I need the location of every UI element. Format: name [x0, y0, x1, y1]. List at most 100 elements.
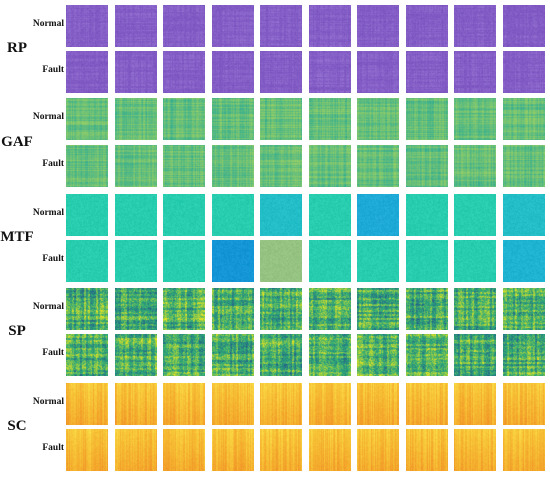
mtf-normal-image	[66, 194, 108, 236]
heatmap-texture	[115, 51, 157, 93]
rp-fault-image	[309, 51, 351, 93]
row-label-normal: Normal	[32, 302, 64, 312]
row-label-fault: Fault	[42, 65, 64, 75]
sp-normal-image	[212, 288, 254, 330]
gaf-normal-image	[163, 98, 205, 140]
heatmap-texture	[212, 5, 254, 47]
heatmap-texture	[163, 240, 205, 282]
heatmap-texture	[66, 194, 108, 236]
heatmap-texture	[454, 98, 496, 140]
heatmap-texture	[163, 194, 205, 236]
sc-normal-image	[454, 383, 496, 425]
heatmap-texture	[503, 334, 545, 376]
sc-fault-image	[212, 429, 254, 471]
mtf-fault-image	[503, 240, 545, 282]
mtf-normal-image	[212, 194, 254, 236]
heatmap-texture	[309, 51, 351, 93]
heatmap-texture	[503, 98, 545, 140]
heatmap-texture	[357, 288, 399, 330]
heatmap-texture	[260, 98, 302, 140]
heatmap-texture	[260, 334, 302, 376]
heatmap-texture	[115, 145, 157, 187]
sp-normal-image	[357, 288, 399, 330]
sp-normal-image	[163, 288, 205, 330]
mtf-normal-image	[260, 194, 302, 236]
rp-normal-image	[163, 5, 205, 47]
sc-fault-image	[115, 429, 157, 471]
heatmap-texture	[260, 429, 302, 471]
heatmap-texture	[309, 383, 351, 425]
heatmap-texture	[406, 429, 448, 471]
heatmap-texture	[309, 288, 351, 330]
sp-normal-image	[454, 288, 496, 330]
rp-normal-image	[357, 5, 399, 47]
heatmap-texture	[212, 429, 254, 471]
heatmap-texture	[406, 240, 448, 282]
rp-normal-image	[115, 5, 157, 47]
heatmap-texture	[454, 383, 496, 425]
sp-normal-image	[309, 288, 351, 330]
heatmap-texture	[503, 194, 545, 236]
heatmap-texture	[163, 288, 205, 330]
mtf-fault-image	[115, 240, 157, 282]
mtf-normal-image	[357, 194, 399, 236]
group-label-sp: SP	[8, 323, 26, 339]
sp-normal-image	[503, 288, 545, 330]
heatmap-texture	[309, 240, 351, 282]
gaf-normal-image	[66, 98, 108, 140]
heatmap-texture	[212, 98, 254, 140]
sc-normal-image	[66, 383, 108, 425]
rp-fault-image	[406, 51, 448, 93]
sp-fault-image	[309, 334, 351, 376]
mtf-fault-image	[163, 240, 205, 282]
heatmap-texture	[212, 145, 254, 187]
row-label-fault: Fault	[42, 254, 64, 264]
gaf-fault-image	[115, 145, 157, 187]
sc-normal-image	[212, 383, 254, 425]
heatmap-texture	[503, 5, 545, 47]
sp-fault-image	[454, 334, 496, 376]
sp-normal-image	[66, 288, 108, 330]
heatmap-texture	[66, 145, 108, 187]
sp-fault-image	[115, 334, 157, 376]
rp-normal-image	[66, 5, 108, 47]
rp-normal-image	[406, 5, 448, 47]
heatmap-texture	[309, 334, 351, 376]
heatmap-texture	[454, 334, 496, 376]
mtf-normal-image	[406, 194, 448, 236]
heatmap-texture	[115, 98, 157, 140]
heatmap-texture	[115, 288, 157, 330]
rp-normal-image	[309, 5, 351, 47]
mtf-normal-image	[503, 194, 545, 236]
mtf-fault-image	[309, 240, 351, 282]
heatmap-texture	[503, 429, 545, 471]
heatmap-texture	[357, 145, 399, 187]
gaf-fault-image	[309, 145, 351, 187]
heatmap-texture	[454, 429, 496, 471]
heatmap-texture	[260, 288, 302, 330]
rp-fault-image	[212, 51, 254, 93]
mtf-fault-image	[260, 240, 302, 282]
sp-normal-image	[115, 288, 157, 330]
heatmap-texture	[309, 429, 351, 471]
rp-fault-image	[66, 51, 108, 93]
sc-normal-image	[406, 383, 448, 425]
rp-fault-image	[260, 51, 302, 93]
rp-fault-image	[115, 51, 157, 93]
rp-fault-image	[503, 51, 545, 93]
group-label-sc: SC	[7, 418, 27, 434]
heatmap-texture	[406, 98, 448, 140]
heatmap-texture	[115, 334, 157, 376]
sc-normal-image	[309, 383, 351, 425]
sc-normal-image	[115, 383, 157, 425]
gaf-fault-image	[406, 145, 448, 187]
row-label-fault: Fault	[42, 348, 64, 358]
heatmap-texture	[115, 429, 157, 471]
mtf-fault-image	[357, 240, 399, 282]
heatmap-texture	[66, 334, 108, 376]
mtf-fault-image	[454, 240, 496, 282]
row-label-normal: Normal	[32, 208, 64, 218]
heatmap-texture	[163, 429, 205, 471]
heatmap-texture	[406, 194, 448, 236]
heatmap-texture	[66, 5, 108, 47]
